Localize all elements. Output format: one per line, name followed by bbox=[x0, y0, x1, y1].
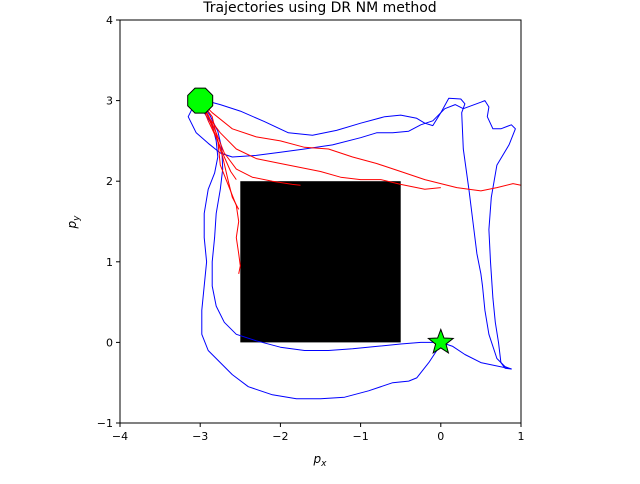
x-tick-label: −4 bbox=[112, 430, 128, 443]
start-marker bbox=[187, 87, 214, 114]
trajectory-line-7 bbox=[199, 100, 301, 186]
x-tick-label: −3 bbox=[192, 430, 208, 443]
y-axis-label: py bbox=[65, 215, 82, 230]
y-tick-label: 3 bbox=[106, 95, 113, 108]
x-tick-label: −2 bbox=[272, 430, 288, 443]
x-tick-label: 1 bbox=[518, 430, 525, 443]
x-tick-label: −1 bbox=[352, 430, 368, 443]
trajectory-line-8 bbox=[199, 100, 237, 180]
chart-title: Trajectories using DR NM method bbox=[202, 0, 436, 16]
y-tick-label: 4 bbox=[106, 14, 113, 27]
y-tick-label: 1 bbox=[106, 256, 113, 269]
trajectory-line-3 bbox=[199, 100, 442, 400]
y-tick-label: −1 bbox=[97, 417, 113, 430]
trajectory-line-4 bbox=[199, 100, 441, 351]
trajectory-line-10 bbox=[199, 100, 240, 210]
goal-marker bbox=[427, 327, 455, 355]
axes: −4 −3 −2 −1 0 1 −1 0 1 2 3 4 bbox=[97, 14, 525, 443]
x-tick-label: 0 bbox=[437, 430, 444, 443]
axes-frame bbox=[119, 19, 522, 424]
obstacle-rect bbox=[240, 181, 401, 343]
trajectory-line-6 bbox=[199, 100, 441, 190]
y-tick-label: 0 bbox=[106, 336, 113, 349]
trajectory-line-1 bbox=[200, 97, 512, 370]
y-tick-label: 2 bbox=[106, 175, 113, 188]
plot-area bbox=[187, 87, 522, 400]
trajectory-line-2 bbox=[187, 100, 516, 370]
x-axis-label: px bbox=[313, 452, 328, 469]
trajectory-line-5 bbox=[199, 100, 522, 192]
